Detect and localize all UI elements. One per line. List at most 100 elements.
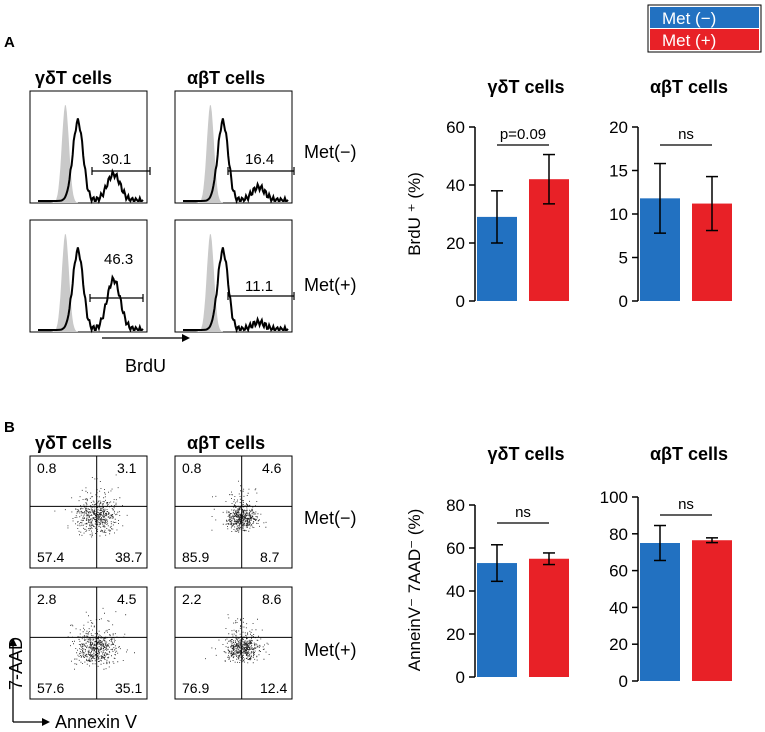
a-row-label-met-minus: Met(−) [304, 142, 357, 162]
y-tick-label: 20 [609, 635, 628, 654]
quadrant-ul-value: 2.8 [37, 591, 57, 607]
y-tick-label: 20 [609, 118, 628, 137]
dotplot-ab_minus: 0.8 4.6 85.9 8.7 [174, 455, 293, 569]
significance-label: ns [678, 496, 694, 513]
y-tick-label: 80 [609, 525, 628, 544]
panel-a-flow: γδT cells αβT cells 30.1 16.4 46.3 11.1 Met… [29, 68, 357, 376]
y-tick-label: 60 [446, 539, 465, 558]
legend: Met (−) Met (+) [647, 4, 762, 53]
histogram-ab_plus: 11.1 [174, 219, 295, 334]
chart-title: αβT cells [650, 77, 728, 97]
legend-label-met-plus: Met (+) [662, 31, 716, 50]
y-tick-label: 40 [609, 598, 628, 617]
dotplot-frame [174, 455, 293, 569]
quadrant-ll-value: 76.9 [182, 680, 209, 696]
y-tick-label: 0 [456, 668, 465, 687]
chart-title: αβT cells [650, 444, 728, 464]
isotype-histogram [195, 105, 223, 203]
annexin-axis-label: Annexin V [55, 712, 137, 732]
b-row-label-met-minus: Met(−) [304, 508, 357, 528]
significance-label: p=0.09 [500, 126, 546, 143]
bar-chart-a_ab: αβT cells 0 5 10 15 20 ns [609, 77, 732, 311]
panel-b-label: B [4, 419, 15, 436]
quadrant-lr-value: 8.7 [260, 549, 280, 565]
quadrant-ul-value: 0.8 [182, 460, 202, 476]
b-col-title-ab: αβT cells [187, 433, 265, 453]
isotype-histogram [50, 105, 78, 203]
sample-histogram [183, 247, 289, 334]
sample-histogram [38, 118, 144, 205]
y-tick-label: 20 [446, 234, 465, 253]
y-tick-label: 100 [600, 488, 628, 507]
dotplot-frame [29, 586, 148, 700]
gate-percentage: 46.3 [104, 251, 133, 268]
bar-chart-b_ab: αβT cells 0 20 40 60 80 100 ns [600, 444, 732, 691]
histogram-frame [174, 90, 293, 204]
y-tick-label: 20 [446, 625, 465, 644]
legend-label-met-minus: Met (−) [662, 9, 716, 28]
y-tick-label: 80 [446, 496, 465, 515]
y-tick-label: 10 [609, 205, 628, 224]
7aad-arrow-head [9, 638, 17, 646]
a-col-title-ab: αβT cells [187, 68, 265, 88]
b-col-title-gd: γδT cells [35, 433, 112, 453]
gate-percentage: 11.1 [245, 278, 273, 295]
dotplot-gd_plus: 2.8 4.5 57.6 35.1 [29, 586, 148, 700]
quadrant-ur-value: 8.6 [262, 591, 282, 607]
brdu-arrow-head [182, 334, 190, 342]
bar-charts: γδT cells 0 20 40 60 BrdU ⁺ (%) p=0.09 αβT cell… [405, 77, 732, 691]
histogram-frame [174, 219, 293, 333]
y-tick-label: 15 [609, 162, 628, 181]
event-dots [205, 614, 270, 664]
brdu-axis-label: BrdU [125, 356, 166, 376]
histogram-ab_minus: 16.4 [174, 90, 295, 205]
bar-met-minus [640, 543, 680, 681]
bar-chart-a_gd: γδT cells 0 20 40 60 BrdU ⁺ (%) p=0.09 [405, 77, 569, 311]
dotplot-gd_minus: 0.8 3.1 57.4 38.7 [29, 455, 148, 569]
bar-met-plus [529, 558, 569, 677]
y-tick-label: 40 [446, 582, 465, 601]
legend-swatch-met-plus [650, 29, 759, 50]
isotype-histogram [50, 234, 78, 332]
b-row-label-met-plus: Met(+) [304, 640, 357, 660]
quadrant-ll-value: 85.9 [182, 549, 209, 565]
quadrant-ll-value: 57.4 [37, 549, 64, 565]
a-row-label-met-plus: Met(+) [304, 275, 357, 295]
bar-chart-b_gd: γδT cells 0 20 40 60 80 AnneinV⁻ 7AAD⁻ (%) ns [405, 444, 569, 687]
annexin-arrow-head [42, 718, 50, 726]
quadrant-ur-value: 3.1 [117, 460, 137, 476]
quadrant-lr-value: 38.7 [115, 549, 142, 565]
histogram-gd_minus: 30.1 [29, 90, 151, 205]
quadrant-ll-value: 57.6 [37, 680, 64, 696]
gate-percentage: 16.4 [245, 151, 274, 168]
event-dots [67, 607, 135, 670]
y-tick-label: 0 [619, 292, 628, 311]
dotplot-ab_plus: 2.2 8.6 76.9 12.4 [174, 586, 293, 700]
y-tick-label: 0 [456, 292, 465, 311]
significance-label: ns [515, 504, 531, 521]
chart-title: γδT cells [488, 77, 565, 97]
significance-label: ns [678, 126, 694, 143]
quadrant-lr-value: 12.4 [260, 680, 287, 696]
a-col-title-gd: γδT cells [35, 68, 112, 88]
y-tick-label: 0 [619, 672, 628, 691]
quadrant-ul-value: 2.2 [182, 591, 202, 607]
legend-swatch-met-minus [650, 7, 759, 28]
bar-met-plus [692, 540, 732, 681]
panel-a-label: A [4, 34, 15, 51]
histogram-frame [29, 90, 148, 204]
panel-b-flow: γδT cells αβT cells 0.8 3.1 57.4 38.7 0.8 4.6… [6, 433, 357, 732]
sample-histogram [38, 247, 144, 334]
y-tick-label: 5 [619, 249, 628, 268]
gate-percentage: 30.1 [102, 151, 131, 168]
y-tick-label: 60 [609, 562, 628, 581]
y-axis-label: BrdU ⁺ (%) [405, 172, 424, 256]
chart-title: γδT cells [488, 444, 565, 464]
histogram-gd_plus: 46.3 [29, 219, 148, 334]
y-axis-label: AnneinV⁻ 7AAD⁻ (%) [405, 509, 424, 672]
isotype-histogram [195, 234, 223, 332]
quadrant-ur-value: 4.5 [117, 591, 137, 607]
quadrant-ul-value: 0.8 [37, 460, 57, 476]
histogram-frame [29, 219, 148, 333]
